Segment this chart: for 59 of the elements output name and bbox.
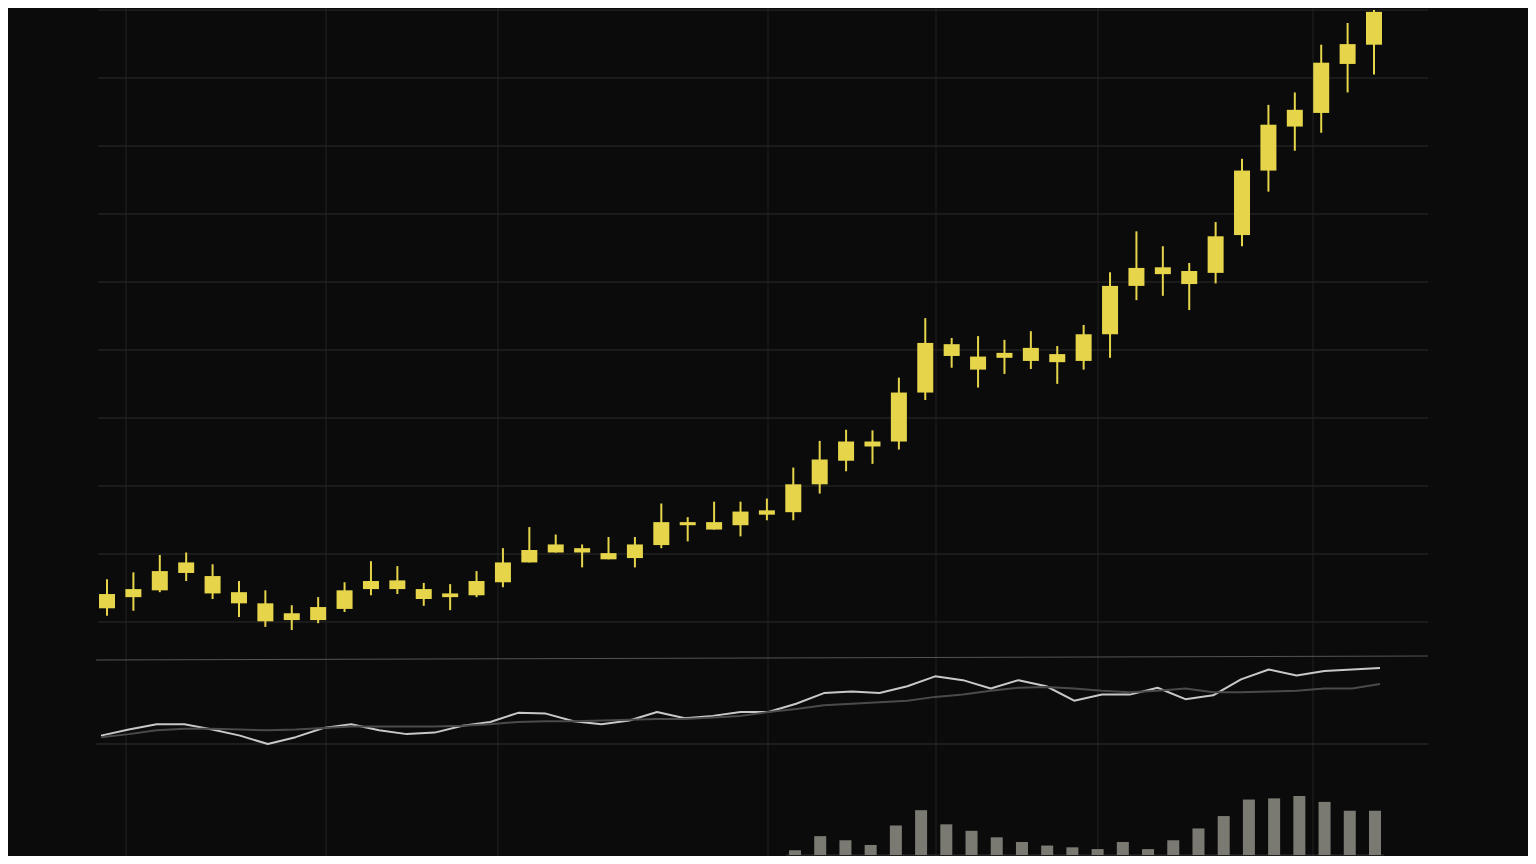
bar [839, 840, 852, 855]
bar [1116, 842, 1129, 855]
candlestick [1154, 245, 1171, 297]
bar [1015, 842, 1028, 855]
candlestick [178, 551, 195, 583]
candlestick [1022, 330, 1039, 370]
bar [1091, 849, 1104, 855]
candlestick [732, 500, 749, 538]
candlestick [204, 563, 221, 600]
candlestick [758, 497, 775, 522]
candlestick [230, 580, 247, 618]
bar [1318, 801, 1331, 855]
candlestick [574, 543, 591, 569]
candlestick [679, 516, 696, 543]
candlestick [626, 536, 643, 569]
bar [1268, 798, 1281, 855]
candlestick [706, 500, 723, 531]
bar [789, 850, 801, 855]
candlestick [1339, 22, 1356, 94]
candlestick [970, 335, 987, 389]
bar [965, 830, 978, 855]
candlestick [125, 571, 142, 612]
candlestick [1128, 230, 1145, 302]
candlestick [389, 565, 406, 596]
candlestick [310, 596, 327, 625]
candlestick [1286, 91, 1303, 152]
candlestick [521, 526, 538, 564]
bar [864, 844, 877, 855]
candlestick [362, 560, 379, 597]
candlestick [1181, 261, 1198, 312]
candlestick [99, 578, 115, 617]
bar [915, 810, 928, 855]
candlestick [151, 553, 168, 594]
bar [1293, 796, 1306, 855]
candlestick [336, 581, 353, 614]
bar [1242, 799, 1255, 855]
bar [889, 825, 902, 855]
candlestick [494, 547, 511, 589]
bar [1343, 810, 1356, 855]
candlestick [283, 604, 300, 631]
candlestick [468, 570, 485, 599]
bar [1369, 810, 1381, 855]
bar [1041, 845, 1054, 855]
bar [1167, 840, 1180, 855]
bar [1142, 849, 1155, 855]
candlestick [442, 583, 459, 612]
bar [1217, 816, 1230, 855]
bar [1066, 847, 1079, 855]
candlestick [415, 581, 432, 607]
bar [940, 824, 953, 855]
candlestick [996, 338, 1013, 375]
bar [1192, 828, 1205, 855]
candlestick [1049, 345, 1066, 385]
candlestick [838, 428, 855, 473]
candlestick [943, 336, 960, 369]
candlestick [653, 502, 670, 550]
bar [814, 836, 827, 855]
candlestick [257, 589, 274, 628]
bar [990, 837, 1003, 855]
